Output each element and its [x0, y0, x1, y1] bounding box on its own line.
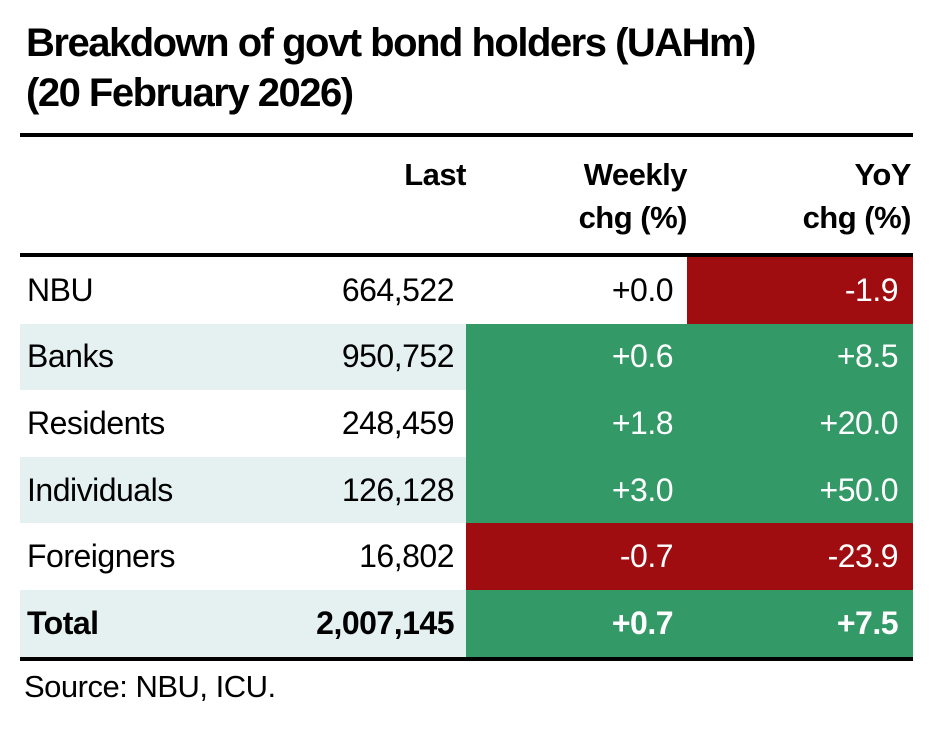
row-label: Individuals	[27, 471, 173, 508]
bond-holders-table: Last Weekly chg (%) YoY chg (%) NBU 664,…	[20, 133, 913, 661]
weekly-chg-value: +1.8	[466, 390, 687, 457]
row-label: Residents	[27, 404, 165, 441]
weekly-chg-value: +3.0	[466, 456, 687, 524]
header-yoy-chg: YoY chg (%)	[802, 157, 912, 235]
table-header-rule	[20, 253, 913, 257]
weekly-chg-value: +0.7	[466, 589, 687, 657]
yoy-chg-value: +8.5	[687, 323, 913, 391]
table-row-individuals: Individuals 126,128 +3.0 +50.0	[20, 456, 913, 524]
source-note: Source: NBU, ICU.	[24, 669, 276, 704]
table-row-nbu: NBU 664,522 +0.0 -1.9	[20, 257, 913, 324]
header-holder	[20, 153, 266, 253]
weekly-chg-value: -0.7	[466, 523, 687, 590]
row-label: Foreigners	[27, 538, 175, 575]
table-row-residents: Residents 248,459 +1.8 +20.0	[20, 390, 913, 457]
yoy-chg-value: -23.9	[687, 523, 913, 590]
row-label: NBU	[27, 271, 94, 308]
last-value: 664,522	[341, 271, 455, 308]
table-top-rule	[20, 133, 913, 137]
header-last: Last	[404, 157, 466, 192]
table-bottom-rule	[20, 656, 913, 661]
last-value: 950,752	[341, 338, 455, 375]
table-row-banks: Banks 950,752 +0.6 +8.5	[20, 323, 913, 391]
page-title: Breakdown of govt bond holders (UAHm) (2…	[26, 18, 756, 118]
last-value: 126,128	[341, 471, 455, 508]
last-value: 16,802	[359, 538, 454, 575]
weekly-chg-value: +0.0	[466, 257, 687, 324]
page-title-line2: (20 February 2026)	[26, 71, 354, 115]
header-weekly-chg: Weekly chg (%)	[578, 157, 688, 235]
table-row-total: Total 2,007,145 +0.7 +7.5	[20, 589, 913, 657]
page-title-line1: Breakdown of govt bond holders (UAHm)	[26, 21, 756, 65]
row-label: Total	[27, 604, 99, 641]
yoy-chg-value: -1.9	[687, 257, 913, 324]
last-value: 2,007,145	[316, 604, 454, 641]
table-row-foreigners: Foreigners 16,802 -0.7 -23.9	[20, 523, 913, 590]
last-value: 248,459	[341, 404, 455, 441]
yoy-chg-value: +50.0	[687, 456, 913, 524]
table-header-row: Last Weekly chg (%) YoY chg (%)	[20, 137, 913, 253]
weekly-chg-value: +0.6	[466, 323, 687, 391]
yoy-chg-value: +20.0	[687, 390, 913, 457]
yoy-chg-value: +7.5	[687, 589, 913, 657]
row-label: Banks	[27, 338, 114, 375]
